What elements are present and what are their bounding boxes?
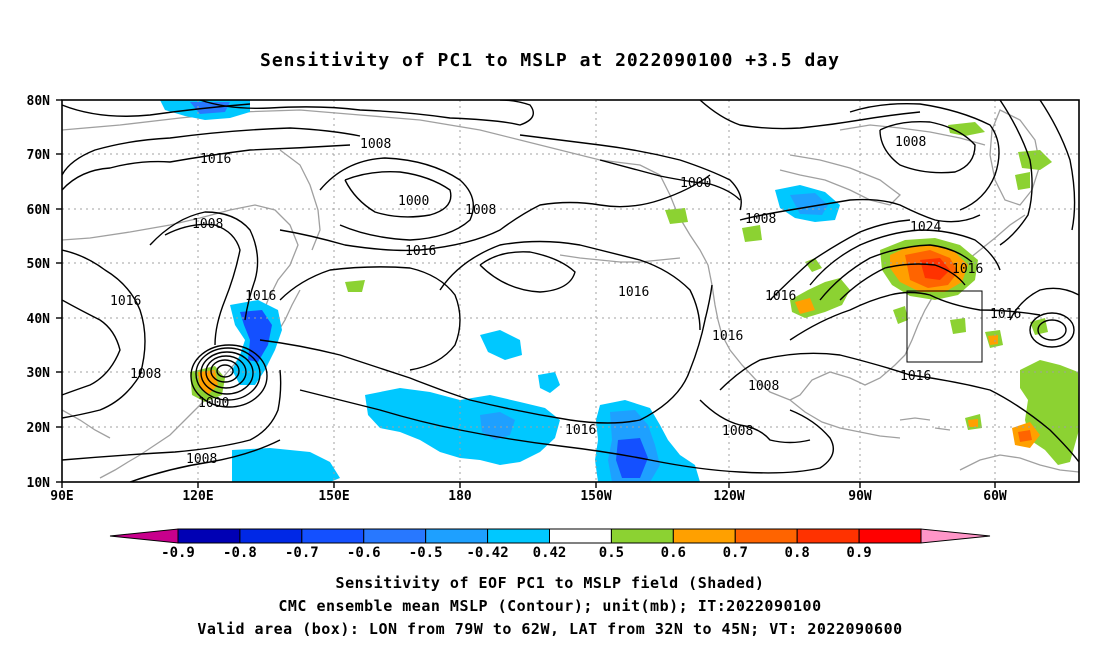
- colorbar-low-triangle: [109, 528, 179, 544]
- contour-label-1016-f: 1016: [952, 262, 983, 277]
- lat-label-10n: 10N: [27, 476, 51, 491]
- colorbar-swatch: [301, 528, 365, 544]
- contour-label-1016-i: 1016: [990, 307, 1021, 322]
- colorbar-tick-label: 0.6: [661, 545, 686, 561]
- contour-label-1008-f: 1008: [745, 212, 776, 227]
- colorbar-tick-label: -0.5: [409, 545, 443, 561]
- lon-label-150e: 150E: [318, 489, 349, 504]
- colorbar-swatch: [487, 528, 551, 544]
- colorbar-swatch: [796, 528, 860, 544]
- lat-labels: 80N 70N 60N 50N 40N 30N 20N 10N: [27, 94, 51, 491]
- lon-label-90w: 90W: [848, 489, 872, 504]
- colorbar-tick-label: -0.8: [223, 545, 257, 561]
- colorbar-swatch: [177, 528, 241, 544]
- lon-label-120e: 120E: [182, 489, 213, 504]
- contour-label-1008-a: 1008: [192, 217, 223, 232]
- caption-contour-field: CMC ensemble mean MSLP (Contour); unit(m…: [278, 597, 822, 615]
- caption-valid-area: Valid area (box): LON from 79W to 62W, L…: [197, 620, 903, 638]
- lat-label-70n: 70N: [27, 148, 51, 163]
- colorbar-swatch: [239, 528, 303, 544]
- colorbar-swatch: [672, 528, 736, 544]
- colorbar-swatch: [363, 528, 427, 544]
- contour-label-1000-c: 1000: [680, 176, 711, 191]
- contour-label-1000-b: 1000: [198, 396, 229, 411]
- colorbar-high-triangle: [920, 528, 991, 544]
- contour-label-1016-j: 1016: [900, 369, 931, 384]
- valid-area-box: [906, 290, 983, 363]
- lat-label-60n: 60N: [27, 203, 51, 218]
- colorbar-tick-label: 0.5: [599, 545, 624, 561]
- contour-label-1016-h: 1016: [712, 329, 743, 344]
- contour-label-1008-d: 1008: [186, 452, 217, 467]
- contour-label-1016-a: 1016: [200, 152, 231, 167]
- lat-ticks: [56, 99, 62, 483]
- lat-label-20n: 20N: [27, 421, 51, 436]
- contour-label-1016-c: 1016: [245, 289, 276, 304]
- lon-labels: 90E 120E 150E 180 150W 120W 90W 60W: [50, 489, 1007, 504]
- colorbar-tick-label: 0.8: [785, 545, 810, 561]
- lon-label-120w: 120W: [713, 489, 744, 504]
- lat-label-30n: 30N: [27, 366, 51, 381]
- colorbar-swatch: [734, 528, 798, 544]
- mslp-contours: [62, 100, 1079, 482]
- positive-sensitivity-shading: [190, 122, 1079, 465]
- map-title: Sensitivity of PC1 to MSLP at 2022090100…: [259, 50, 840, 71]
- colorbar-swatch: [858, 528, 922, 544]
- contour-label-1008-e: 1008: [465, 203, 496, 218]
- lat-label-80n: 80N: [27, 94, 51, 109]
- colorbar-tick-label: 0.7: [723, 545, 748, 561]
- lon-label-180: 180: [448, 489, 472, 504]
- contour-label-1016-g: 1016: [765, 289, 796, 304]
- contour-label-1024: 1024: [910, 220, 941, 235]
- contour-label-1008-h: 1008: [748, 379, 779, 394]
- colorbar-tick-label: -0.6: [347, 545, 381, 561]
- contour-label-1016-e: 1016: [618, 285, 649, 300]
- lat-label-50n: 50N: [27, 257, 51, 272]
- contour-label-1008-g: 1008: [895, 135, 926, 150]
- colorbar-tick-label: -0.7: [285, 545, 319, 561]
- contour-labels: 1016 1008 1000 1008 1016 1008 1016 1008 …: [110, 135, 1021, 467]
- colorbar-tick-label: 0.9: [846, 545, 871, 561]
- colorbar-swatch: [425, 528, 489, 544]
- contour-label-1016-b: 1016: [110, 294, 141, 309]
- lat-label-40n: 40N: [27, 312, 51, 327]
- colorbar-swatch: [549, 528, 612, 544]
- colorbar: -0.9 -0.8 -0.7 -0.6 -0.5 -0.42 0.42 0.5 0.6 0.7 0.…: [109, 528, 991, 561]
- caption-shaded-field: Sensitivity of EOF PC1 to MSLP field (Sh…: [335, 574, 765, 592]
- colorbar-tick-label: -0.42: [467, 545, 509, 561]
- contour-label-1000-a: 1000: [398, 194, 429, 209]
- contour-label-1008-c: 1008: [130, 367, 161, 382]
- contour-label-1008-b: 1008: [360, 137, 391, 152]
- contour-label-1016-k: 1016: [565, 423, 596, 438]
- lon-label-60w: 60W: [983, 489, 1007, 504]
- colorbar-tick-label: 0.42: [533, 545, 567, 561]
- colorbar-tick-label: -0.9: [161, 545, 195, 561]
- colorbar-swatch: [610, 528, 674, 544]
- map-frame: [61, 99, 1080, 483]
- lon-label-90e: 90E: [50, 489, 73, 504]
- lon-ticks: [61, 482, 996, 488]
- lon-label-150w: 150W: [580, 489, 611, 504]
- contour-label-1016-d: 1016: [405, 244, 436, 259]
- contour-label-1008-i: 1008: [722, 424, 753, 439]
